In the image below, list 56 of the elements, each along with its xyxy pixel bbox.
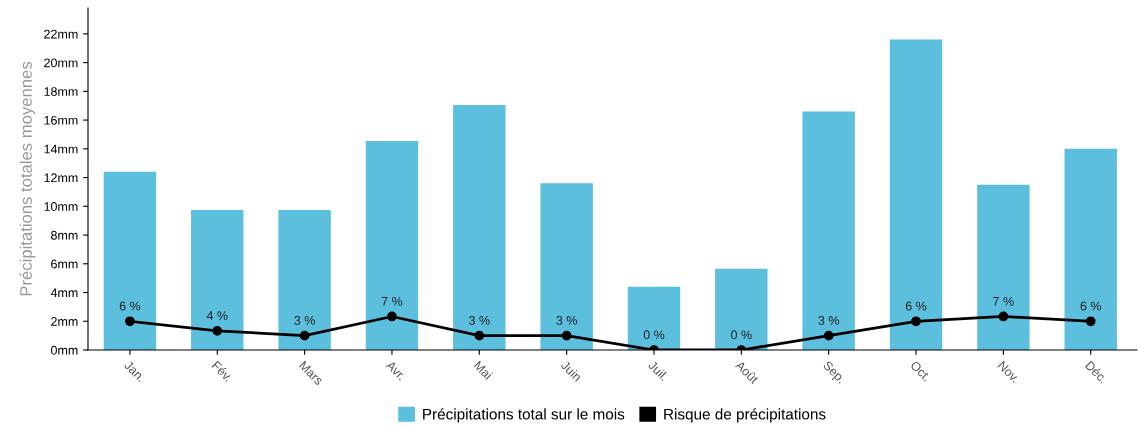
y-tick-label: 22mm xyxy=(44,29,78,39)
legend-label: Précipitations total sur le mois xyxy=(423,408,625,423)
y-tick-label: 10mm xyxy=(44,202,78,211)
bar xyxy=(889,39,943,350)
x-tick-label: Oct. xyxy=(909,360,932,382)
data-label: 7 % xyxy=(381,296,403,306)
bar xyxy=(103,171,157,350)
data-label: 6 % xyxy=(1080,301,1102,311)
y-tick-label: 4mm xyxy=(50,288,78,298)
data-label: 7 % xyxy=(993,296,1014,306)
data-label: 0 % xyxy=(643,330,665,340)
point xyxy=(387,311,397,322)
point xyxy=(299,330,310,341)
y-tick-label: 14mm xyxy=(44,144,78,154)
y-tick-label: 18mm xyxy=(44,87,78,96)
bar xyxy=(453,105,506,350)
point xyxy=(212,325,223,336)
point xyxy=(1085,316,1096,327)
bar xyxy=(977,184,1030,350)
data-label: 3 % xyxy=(556,315,577,325)
bar xyxy=(365,140,419,350)
y-axis-title: Précipitations totales moyennes xyxy=(19,61,36,296)
bar xyxy=(802,111,855,350)
point xyxy=(998,311,1009,322)
data-label: 4 % xyxy=(206,311,228,320)
bar xyxy=(627,286,681,350)
x-tick-label: Juil. xyxy=(647,359,669,382)
point xyxy=(911,316,921,327)
bar xyxy=(1064,148,1117,350)
legend-label: Risque de précipitations xyxy=(664,408,826,423)
x-tick-label: Mai xyxy=(473,360,493,380)
x-tick-label: Avr. xyxy=(385,360,406,381)
x-tick-label: Fév. xyxy=(211,360,234,382)
bar xyxy=(715,268,768,350)
y-tick-label: 20mm xyxy=(44,58,78,68)
y-tick-label: 6mm xyxy=(51,259,78,269)
data-label: 3 % xyxy=(469,315,490,325)
point xyxy=(125,316,135,327)
data-label: 3 % xyxy=(294,315,315,325)
x-tick-label: Juin xyxy=(560,359,583,382)
x-tick-label: Jan. xyxy=(123,360,146,383)
bar xyxy=(191,209,244,350)
y-tick-label: 12mm xyxy=(44,173,78,183)
data-label: 3 % xyxy=(818,315,839,325)
bar xyxy=(278,209,331,350)
point xyxy=(561,330,572,341)
bar xyxy=(540,183,593,350)
point xyxy=(823,330,834,341)
y-tick-label: 2mm xyxy=(51,317,78,326)
y-tick-label: 16mm xyxy=(44,115,78,125)
point xyxy=(474,330,485,341)
data-label: 0 % xyxy=(731,330,752,340)
data-label: 6 % xyxy=(119,301,141,311)
data-label: 6 % xyxy=(905,301,927,311)
y-tick-label: 8mm xyxy=(51,230,78,240)
y-tick-label: 0mm xyxy=(50,345,78,355)
